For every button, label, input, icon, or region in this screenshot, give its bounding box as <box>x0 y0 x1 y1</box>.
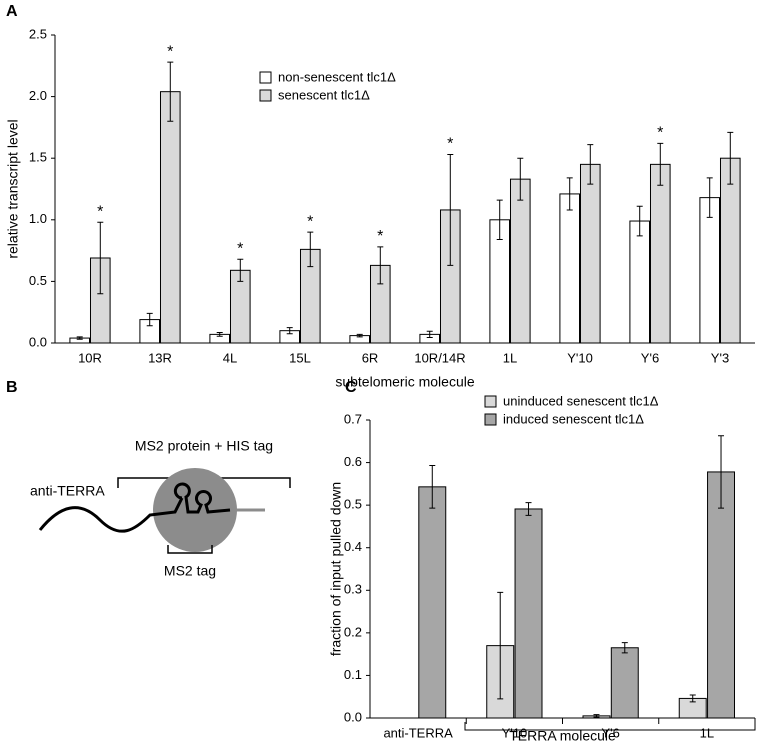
bar <box>719 157 741 344</box>
legend-swatch <box>259 89 272 102</box>
bar <box>514 508 543 719</box>
bar <box>649 163 671 344</box>
significance-mark: * <box>657 125 663 142</box>
y-tick-label: 0.7 <box>344 411 362 426</box>
bracket <box>167 545 213 554</box>
x-tick-label: Y'6 <box>601 725 619 740</box>
error-bar <box>587 144 594 185</box>
bar <box>159 91 181 344</box>
error-bar <box>497 591 504 700</box>
panel-label: B <box>6 379 18 396</box>
error-bar <box>426 330 433 338</box>
y-axis-label: relative transcript level <box>5 119 21 258</box>
error-bar <box>566 177 573 211</box>
y-tick-label: 0.2 <box>344 624 362 639</box>
x-tick-label: Y'10 <box>502 725 528 740</box>
error-bar <box>307 231 314 268</box>
rna <box>38 482 231 533</box>
error-bar <box>706 177 713 218</box>
x-tick-label: 1L <box>503 350 517 365</box>
bracket <box>464 722 756 731</box>
error-bar <box>525 502 532 516</box>
error-bar <box>689 694 696 703</box>
error-bar <box>167 61 174 122</box>
significance-mark: * <box>167 43 173 60</box>
x-tick-label: 13R <box>148 350 172 365</box>
error-bar <box>496 199 503 241</box>
y-tick-label: 0.1 <box>344 667 362 682</box>
y-tick-label: 1.0 <box>29 211 47 226</box>
bar <box>579 163 601 344</box>
y-tick-label: 0.6 <box>344 454 362 469</box>
significance-mark: * <box>307 213 313 230</box>
y-tick-label: 2.0 <box>29 88 47 103</box>
significance-mark: * <box>97 203 103 220</box>
x-tick-label: Y'6 <box>641 350 659 365</box>
x-tick-label: 10R/14R <box>414 350 465 365</box>
error-bar <box>286 327 293 335</box>
bar <box>509 178 531 344</box>
diagram-label: anti-TERRA <box>30 483 105 499</box>
legend-swatch <box>484 395 497 408</box>
error-bar <box>216 332 223 337</box>
legend-label: non-senescent tlc1Δ <box>278 69 396 84</box>
diagram-label: MS2 protein + HIS tag <box>135 438 273 454</box>
bar <box>707 471 735 719</box>
x-axis-label: TERRA molecule <box>509 728 616 744</box>
significance-mark: * <box>377 228 383 245</box>
error-bar <box>447 154 454 266</box>
y-tick-label: 0.0 <box>344 709 362 724</box>
y-tick-label: 2.5 <box>29 26 47 41</box>
y-tick-label: 1.5 <box>29 150 47 165</box>
bar <box>610 647 639 719</box>
panel-label: C <box>345 379 357 396</box>
legend-swatch <box>484 413 497 426</box>
bar <box>699 197 721 344</box>
error-bar <box>237 258 244 282</box>
significance-mark: * <box>237 240 243 257</box>
error-bar <box>593 714 600 718</box>
legend-label: induced senescent tlc1Δ <box>503 411 644 426</box>
x-tick-label: Y'10 <box>567 350 593 365</box>
x-tick-label: Y'3 <box>711 350 729 365</box>
error-bar <box>356 333 363 338</box>
y-tick-label: 0.4 <box>344 539 362 554</box>
y-tick-label: 0.5 <box>344 497 362 512</box>
error-bar <box>727 131 734 185</box>
y-tick-label: 0.3 <box>344 582 362 597</box>
error-bar <box>429 465 436 509</box>
x-tick-label: 6R <box>362 350 379 365</box>
diagram: MS2 protein + HIS tag anti-TERRA MS2 tag <box>30 438 291 579</box>
x-tick-label: 4L <box>223 350 237 365</box>
diagram-label: MS2 tag <box>164 563 216 579</box>
error-bar <box>517 157 524 201</box>
error-bar <box>97 221 104 295</box>
y-tick-label: 0.0 <box>29 334 47 349</box>
panel-label: A <box>6 3 18 20</box>
bar <box>629 220 651 344</box>
x-tick-label: 15L <box>289 350 311 365</box>
x-axis-label: subtelomeric molecule <box>335 374 474 390</box>
y-tick-label: 0.5 <box>29 273 47 288</box>
error-bar <box>621 642 628 654</box>
error-bar <box>718 435 725 509</box>
x-tick-label: anti-TERRA <box>383 725 453 740</box>
legend-swatch <box>259 71 272 84</box>
error-bar <box>146 312 153 327</box>
error-bar <box>636 205 643 237</box>
protein <box>153 468 237 552</box>
y-axis-label: fraction of input pulled down <box>328 482 344 656</box>
error-bar <box>657 142 664 186</box>
error-bar <box>377 246 384 285</box>
x-tick-label: 1L <box>700 725 714 740</box>
error-bar <box>76 336 83 340</box>
significance-mark: * <box>447 136 453 153</box>
legend-label: senescent tlc1Δ <box>278 87 370 102</box>
x-tick-label: 10R <box>78 350 102 365</box>
bar <box>559 193 581 344</box>
bar <box>418 486 447 719</box>
legend-label: uninduced senescent tlc1Δ <box>503 393 659 408</box>
